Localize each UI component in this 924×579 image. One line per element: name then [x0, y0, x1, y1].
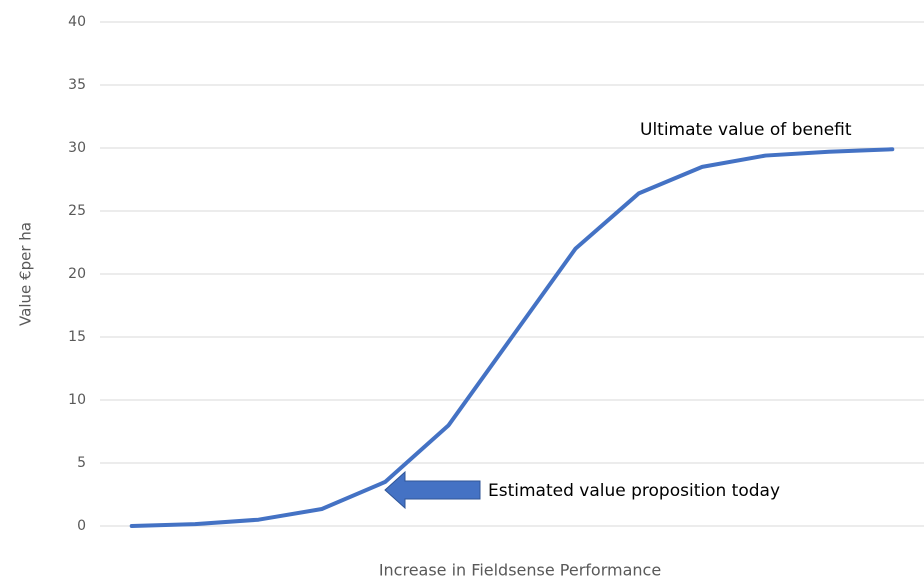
y-tick-label: 35 [68, 77, 86, 93]
annotation: Estimated value proposition today [488, 481, 780, 501]
y-tick-label: 5 [77, 455, 86, 471]
y-tick-label: 25 [68, 203, 86, 219]
y-tick-label: 15 [68, 329, 86, 345]
x-axis-label: Increase in Fieldsense Performance [379, 561, 661, 579]
y-tick-label: 20 [68, 266, 86, 282]
annotation-arrow [384, 470, 481, 510]
y-axis-label: Value €per ha [17, 222, 35, 326]
y-tick-label: 30 [68, 140, 86, 156]
y-tick-label: 0 [77, 518, 86, 534]
y-tick-label: 10 [68, 392, 86, 408]
y-tick-label: 40 [68, 14, 86, 30]
line [129, 147, 895, 528]
annotation: Ultimate value of benefit [640, 120, 852, 140]
